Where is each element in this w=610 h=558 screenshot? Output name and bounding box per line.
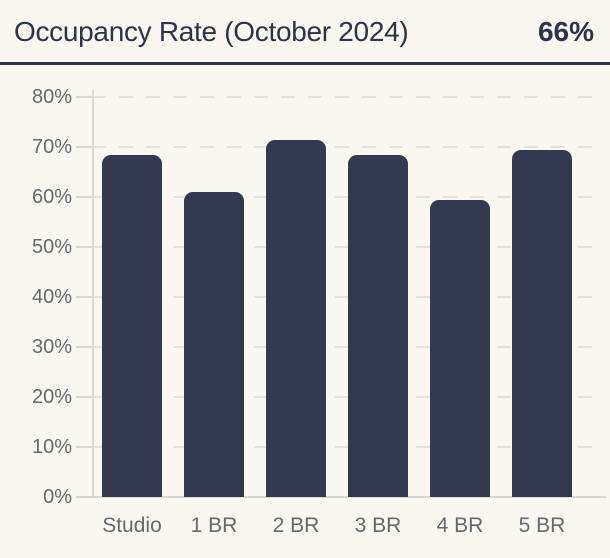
- x-axis-label-4-br: 4 BR: [436, 514, 484, 537]
- y-axis-tick: [76, 96, 92, 98]
- x-axis-label-1-br: 1 BR: [190, 514, 238, 537]
- y-axis-label-40pct: 40%: [31, 286, 72, 308]
- bar-2-br: [266, 139, 326, 497]
- y-axis-label-30pct: 30%: [31, 336, 72, 358]
- bar-cell-1-br: [173, 97, 255, 497]
- y-axis-tick: [76, 396, 92, 398]
- bars: [91, 97, 583, 497]
- y-axis-tick: [76, 446, 92, 448]
- y-axis-label-0pct: 0%: [43, 486, 72, 508]
- chart-title: Occupancy Rate (October 2024): [14, 16, 409, 47]
- bar-1-br: [184, 192, 244, 497]
- y-axis-label-50pct: 50%: [31, 236, 72, 258]
- gridline-70pct: [92, 146, 604, 148]
- y-axis-tick: [76, 146, 92, 148]
- x-axis-label-5-br: 5 BR: [518, 514, 566, 537]
- x-axis-label-3-br: 3 BR: [354, 514, 402, 537]
- x-axis-label-studio: Studio: [102, 514, 162, 537]
- y-axis-label-80pct: 80%: [31, 86, 72, 108]
- overall-occupancy-value: 66%: [537, 16, 594, 47]
- gridline-80pct: [92, 96, 604, 98]
- x-axis: Studio 1 BR 2 BR 3 BR 4 BR 5 BR: [91, 514, 583, 538]
- bar-3-br: [348, 154, 408, 497]
- y-axis-label-20pct: 20%: [31, 386, 72, 408]
- bar-5-br: [512, 149, 572, 497]
- y-axis-tick: [76, 246, 92, 248]
- bar-4-br: [430, 199, 490, 497]
- bar-studio: [102, 154, 162, 497]
- bar-cell-3-br: [337, 97, 419, 497]
- bar-cell-4-br: [419, 97, 501, 497]
- y-axis-label-10pct: 10%: [31, 436, 72, 458]
- y-axis-label-70pct: 70%: [31, 136, 72, 158]
- header-divider: [0, 62, 610, 65]
- x-axis-line: [76, 496, 606, 498]
- y-axis-tick: [76, 196, 92, 198]
- y-axis-tick: [76, 296, 92, 298]
- y-axis-line: [92, 90, 94, 498]
- y-axis-tick: [76, 346, 92, 348]
- bar-cell-5-br: [501, 97, 583, 497]
- bar-cell-2-br: [255, 97, 337, 497]
- bar-cell-studio: [91, 97, 173, 497]
- header: Occupancy Rate (October 2024) 66%: [14, 11, 594, 53]
- y-axis-label-60pct: 60%: [31, 186, 72, 208]
- x-axis-label-2-br: 2 BR: [272, 514, 320, 537]
